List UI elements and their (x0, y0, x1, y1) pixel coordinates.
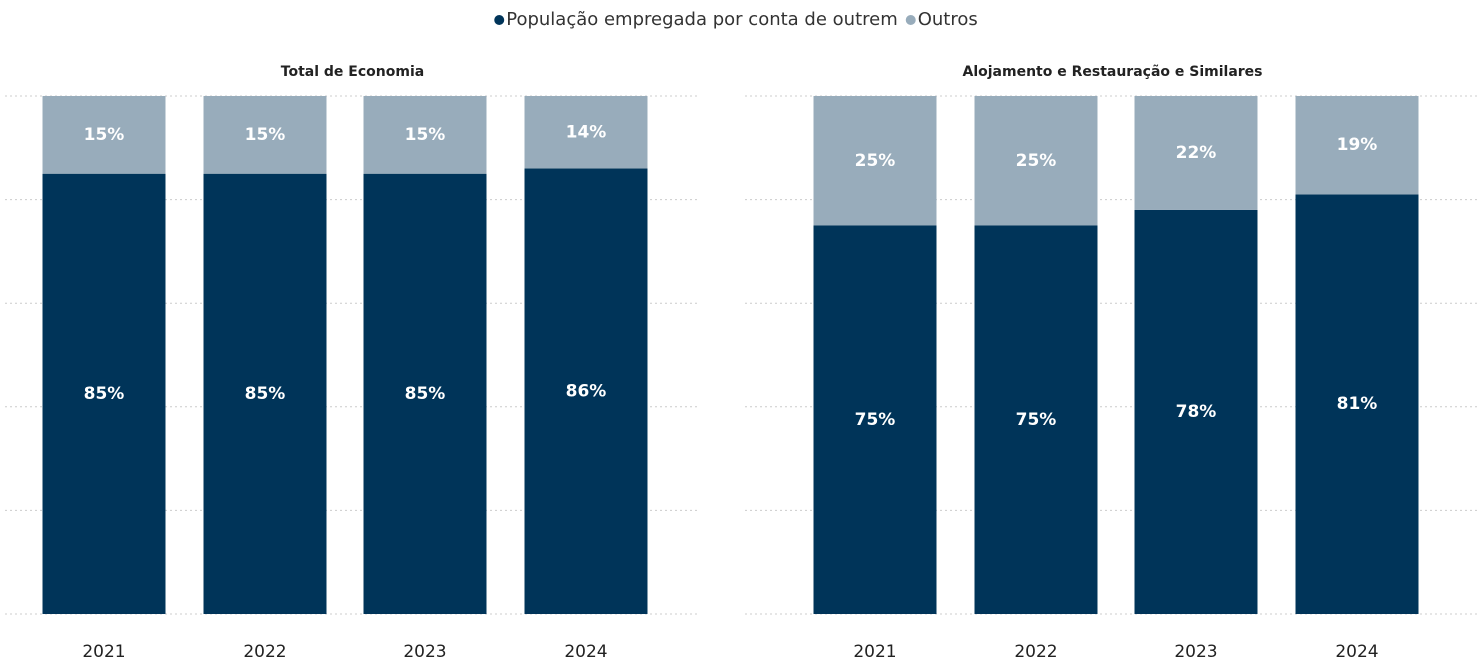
chart-title: Total de Economia (281, 64, 424, 80)
data-label: 81% (1337, 394, 1378, 414)
legend-label: Outros (918, 9, 978, 30)
bar-segment (1134, 96, 1258, 210)
bar-segment (42, 173, 166, 614)
data-label: 25% (855, 151, 896, 171)
bar-segment (813, 225, 937, 614)
bar-segment (363, 173, 487, 614)
data-label: 85% (405, 384, 446, 404)
bar-segment (363, 96, 487, 174)
data-label: 75% (855, 410, 896, 430)
x-tick-label: 2023 (1174, 642, 1217, 659)
bar-segment (524, 96, 648, 169)
bar-segment (203, 96, 327, 174)
legend-label: População empregada por conta de outrem (506, 9, 898, 30)
bar-segment (42, 96, 166, 174)
bar-segment (1295, 96, 1419, 195)
x-tick-label: 2022 (243, 642, 286, 659)
data-label: 85% (245, 384, 286, 404)
data-label: 86% (566, 381, 607, 401)
x-tick-label: 2023 (403, 642, 446, 659)
x-tick-label: 2021 (853, 642, 896, 659)
bar-segment (1134, 209, 1258, 614)
bar-segment (813, 96, 937, 226)
x-tick-label: 2024 (564, 642, 607, 659)
x-tick-label: 2021 (82, 642, 125, 659)
x-tick-label: 2022 (1014, 642, 1057, 659)
data-label: 15% (245, 125, 286, 145)
x-tick-label: 2024 (1335, 642, 1378, 659)
bar-segment (524, 168, 648, 614)
data-label: 25% (1016, 151, 1057, 171)
data-label: 19% (1337, 135, 1378, 155)
data-label: 85% (84, 384, 125, 404)
chart-title: Alojamento e Restauração e Similares (962, 64, 1262, 80)
bar-segment (974, 225, 1098, 614)
legend-marker (494, 15, 505, 25)
bar-segment (1295, 194, 1419, 615)
data-label: 22% (1176, 143, 1217, 163)
data-label: 15% (405, 125, 446, 145)
data-label: 14% (566, 122, 607, 142)
data-label: 78% (1176, 402, 1217, 422)
bar-segment (974, 96, 1098, 226)
data-label: 15% (84, 125, 125, 145)
legend-marker (905, 15, 916, 25)
bar-segment (203, 173, 327, 614)
data-label: 75% (1016, 410, 1057, 430)
